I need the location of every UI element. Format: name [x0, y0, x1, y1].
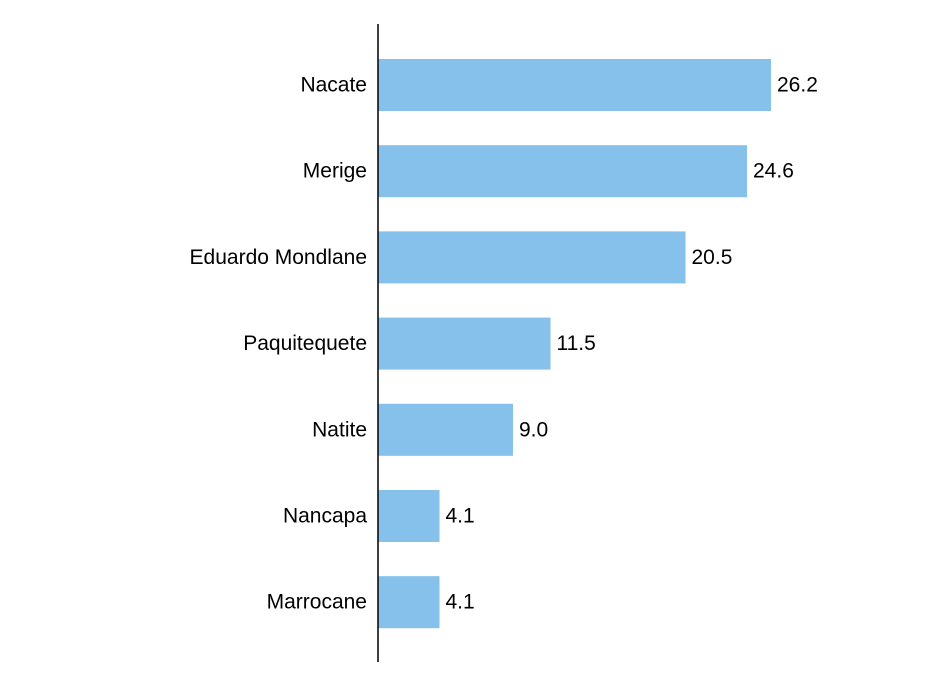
bar-natite: [378, 403, 513, 456]
bar-paquitequete: [378, 317, 551, 370]
category-label-eduardo-mondlane: Eduardo Mondlane: [190, 246, 367, 269]
value-label-marrocane: 4.1: [446, 591, 475, 614]
bar-eduardo-mondlane: [378, 231, 686, 284]
category-label-merige: Merige: [303, 160, 367, 183]
value-label-paquitequete: 11.5: [557, 332, 596, 355]
bar-nacate: [378, 59, 771, 111]
bars-group: [378, 59, 771, 629]
value-labels: 26.2 24.6 20.5 11.5 9.0 4.1 4.1: [446, 74, 818, 614]
value-label-natite: 9.0: [519, 418, 548, 441]
bar-marrocane: [378, 576, 440, 629]
value-label-nacate: 26.2: [777, 74, 818, 97]
category-labels: Nacate Merige Eduardo Mondlane Paquitequete…: [190, 74, 368, 614]
category-label-natite: Natite: [312, 418, 367, 441]
value-label-merige: 24.6: [753, 160, 794, 183]
bar-nancapa: [378, 490, 440, 542]
value-label-eduardo-mondlane: 20.5: [692, 246, 733, 269]
value-label-nancapa: 4.1: [446, 505, 475, 528]
category-label-nancapa: Nancapa: [283, 505, 367, 528]
category-label-paquitequete: Paquitequete: [243, 332, 367, 355]
bar-merige: [378, 145, 747, 198]
category-label-marrocane: Marrocane: [267, 591, 367, 614]
category-label-nacate: Nacate: [300, 74, 367, 97]
